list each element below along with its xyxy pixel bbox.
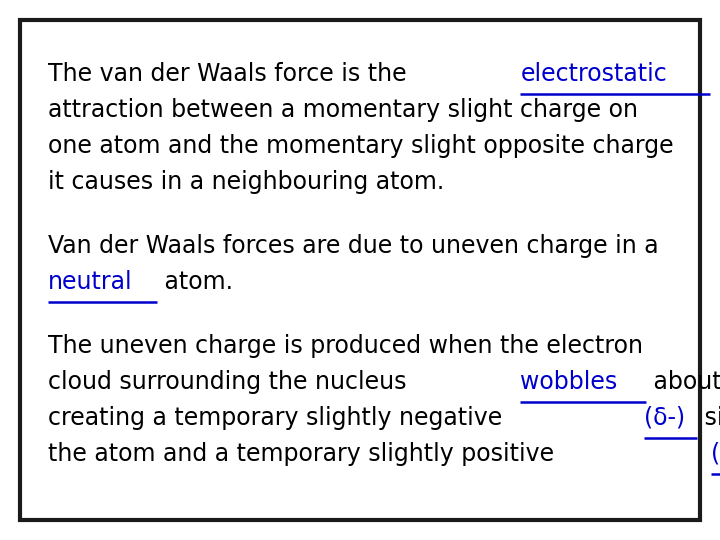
Text: (δ+): (δ+) [711, 442, 720, 466]
Text: the atom and a temporary slightly positive: the atom and a temporary slightly positi… [48, 442, 562, 466]
Text: one atom and the momentary slight opposite charge: one atom and the momentary slight opposi… [48, 134, 674, 158]
Text: The van der Waals force is the: The van der Waals force is the [48, 62, 414, 86]
Text: neutral: neutral [48, 270, 132, 294]
Text: The uneven charge is produced when the electron: The uneven charge is produced when the e… [48, 334, 643, 358]
Text: Van der Waals forces are due to uneven charge in a: Van der Waals forces are due to uneven c… [48, 234, 659, 258]
Text: attraction between a momentary slight charge on: attraction between a momentary slight ch… [48, 98, 638, 122]
Text: atom.: atom. [157, 270, 233, 294]
Text: (δ-): (δ-) [644, 406, 685, 430]
Text: about: about [646, 370, 720, 394]
Text: cloud surrounding the nucleus: cloud surrounding the nucleus [48, 370, 414, 394]
Text: side to: side to [697, 406, 720, 430]
Text: it causes in a neighbouring atom.: it causes in a neighbouring atom. [48, 170, 444, 194]
Text: wobbles: wobbles [521, 370, 618, 394]
Text: electrostatic: electrostatic [521, 62, 667, 86]
Text: creating a temporary slightly negative: creating a temporary slightly negative [48, 406, 510, 430]
